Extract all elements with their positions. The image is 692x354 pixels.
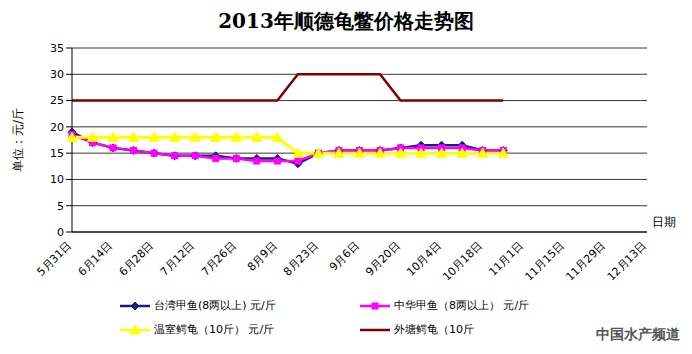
svg-text:6月28日: 6月28日	[117, 239, 157, 279]
svg-text:8月9日: 8月9日	[245, 239, 280, 274]
svg-text:35: 35	[50, 42, 64, 55]
svg-text:12月13日: 12月13日	[605, 239, 650, 284]
svg-text:10: 10	[50, 173, 64, 186]
html-text:日期: 日期	[652, 215, 676, 229]
svg-text:30: 30	[50, 68, 64, 81]
svg-text:9月20日: 9月20日	[363, 239, 403, 279]
html-text:外塘鳄龟（10斤: 外塘鳄龟（10斤	[394, 323, 474, 336]
svg-text:7月26日: 7月26日	[199, 239, 239, 279]
html-text:台湾甲鱼(8两以上) 元/斤: 台湾甲鱼(8两以上) 元/斤	[154, 299, 276, 312]
svg-text:8月23日: 8月23日	[281, 239, 321, 279]
svg-text:10月4日: 10月4日	[404, 239, 444, 279]
svg-text:15: 15	[50, 147, 64, 160]
html-text:中国水产频道: 中国水产频道	[596, 326, 680, 342]
svg-text:9月6日: 9月6日	[327, 239, 362, 274]
html-text:温室鳄龟（10斤） 元/斤: 温室鳄龟（10斤） 元/斤	[154, 323, 275, 336]
svg-text:单位：元/斤: 单位：元/斤	[11, 108, 25, 172]
svg-text:11月29日: 11月29日	[564, 239, 609, 284]
svg-text:0: 0	[57, 226, 64, 239]
svg-text:10月18日: 10月18日	[440, 239, 485, 284]
svg-text:25: 25	[50, 94, 64, 107]
svg-text:7月12日: 7月12日	[158, 239, 198, 279]
html-text:2013年顺德龟鳖价格走势图: 2013年顺德龟鳖价格走势图	[218, 9, 474, 33]
svg-text:20: 20	[50, 121, 64, 134]
svg-text:6月14日: 6月14日	[76, 239, 116, 279]
svg-text:11月15日: 11月15日	[522, 239, 567, 284]
html-text:中华甲鱼（8两以上） 元/斤: 中华甲鱼（8两以上） 元/斤	[394, 299, 530, 312]
svg-text:11月1日: 11月1日	[486, 239, 526, 279]
svg-text:5: 5	[57, 200, 64, 213]
svg-text:5月31日: 5月31日	[35, 239, 75, 279]
